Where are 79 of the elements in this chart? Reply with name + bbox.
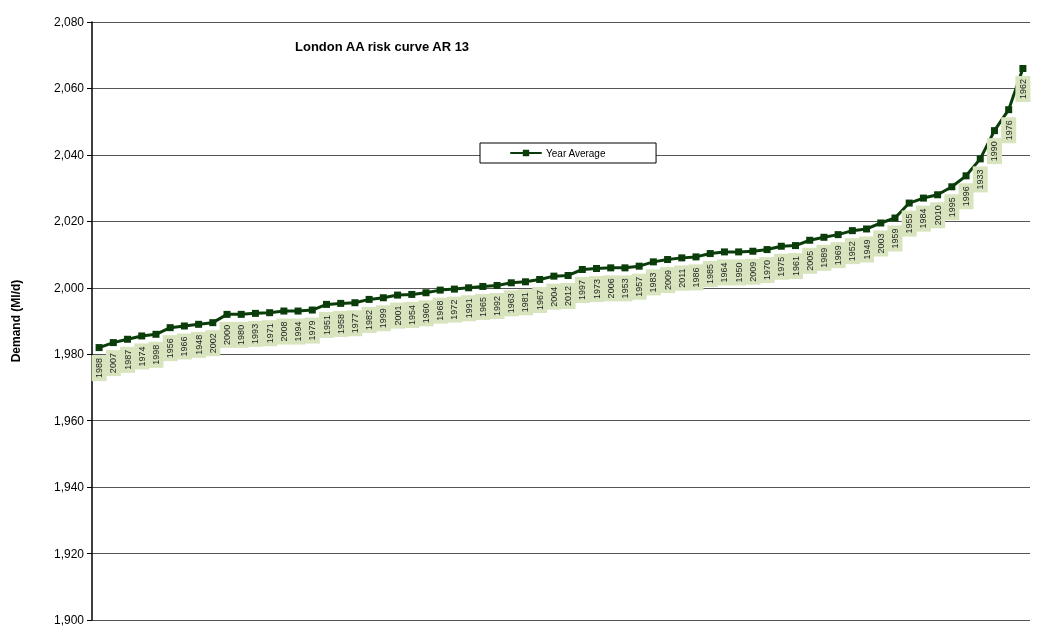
x-tick-label: 1962 (1017, 79, 1028, 100)
x-tick-label: 1982 (364, 309, 375, 330)
x-tick-label: 1948 (193, 334, 204, 355)
x-tick-label: 1949 (861, 239, 872, 260)
x-tick-label: 1972 (449, 299, 460, 320)
x-tick-label: 1983 (648, 272, 659, 293)
x-tick-label: 1968 (435, 300, 446, 321)
x-tick-label: 1981 (520, 292, 531, 313)
x-tick-label: 1997 (577, 280, 588, 301)
x-tick-label: 2011 (676, 268, 687, 288)
x-tick-label: 1979 (307, 320, 318, 341)
x-tick-label: 1967 (534, 289, 545, 310)
y-tick-label: 2,040 (53, 147, 85, 162)
x-tick-label: 1953 (619, 278, 630, 299)
x-tick-label: 2007 (108, 353, 119, 374)
x-tick-label: 2005 (804, 250, 815, 271)
x-tick-label: 1999 (378, 308, 389, 329)
x-tick-label: 1996 (961, 186, 972, 207)
y-axis-title: Demand (Ml/d) (9, 279, 23, 363)
x-tick-label: 1961 (790, 256, 801, 277)
x-tick-label: 1950 (733, 262, 744, 283)
x-tick-label: 1957 (634, 276, 645, 297)
y-tick-label: 2,000 (53, 280, 85, 295)
x-tick-label: 2004 (548, 286, 559, 307)
x-tick-label: 1964 (719, 262, 730, 283)
x-tick-label: 1952 (847, 241, 858, 262)
x-tick-label: 1976 (1003, 120, 1014, 141)
x-tick-label: 1958 (335, 313, 346, 334)
y-tick-label: 1,940 (53, 480, 85, 495)
legend-label: Year Average (546, 147, 606, 159)
x-tick-label: 1984 (918, 208, 929, 229)
x-tick-label: 1987 (122, 349, 133, 370)
x-tick-label: 1995 (946, 197, 957, 218)
x-tick-label: 2003 (875, 233, 886, 254)
x-tick-label: 1966 (179, 336, 190, 357)
x-tick-label: 1956 (165, 338, 176, 359)
x-tick-label: 2010 (932, 205, 943, 226)
y-tick-label: 1,920 (53, 546, 85, 561)
x-tick-label: 1974 (136, 346, 147, 367)
x-tick-label: 1969 (833, 245, 844, 266)
y-tick-label: 1,980 (53, 347, 85, 362)
x-tick-label: 1991 (463, 298, 474, 319)
x-tick-label: 1951 (321, 314, 332, 335)
x-tick-label: 1992 (492, 295, 503, 316)
x-tick-label: 1965 (477, 296, 488, 317)
x-tick-label: 1963 (506, 293, 517, 314)
y-tick-label: 1,960 (53, 413, 85, 428)
x-tick-label: 1988 (94, 358, 105, 379)
x-tick-label: 1975 (776, 256, 787, 277)
x-tick-label: 1993 (250, 323, 261, 344)
y-tick-label: 2,060 (53, 81, 85, 96)
x-tick-label: 2008 (278, 321, 289, 342)
x-tick-label: 1986 (691, 267, 702, 288)
x-tick-label: 1954 (406, 304, 417, 325)
x-tick-label: 1960 (420, 303, 431, 324)
x-tick-label: 2009 (662, 270, 673, 291)
x-tick-label: 1971 (264, 323, 275, 344)
y-tick-label: 2,020 (53, 214, 85, 229)
x-tick-label: 1955 (904, 213, 915, 234)
y-tick-label: 1,900 (53, 613, 85, 627)
x-tick-label: 1933 (975, 169, 986, 190)
x-tick-label: 2012 (563, 285, 574, 307)
x-tick-label: 1985 (705, 264, 716, 285)
x-tick-label: 2002 (207, 333, 218, 354)
x-tick-label: 2006 (605, 278, 616, 299)
x-tick-label: 1959 (889, 228, 900, 249)
x-tick-label: 1970 (762, 260, 773, 281)
x-tick-label: 1990 (989, 141, 1000, 162)
x-tick-label: 1989 (818, 247, 829, 268)
y-tick-label: 2,080 (53, 15, 85, 29)
x-tick-label: 1977 (349, 313, 360, 334)
x-tick-label: 1980 (236, 324, 247, 345)
text: London AA risk curve AR 13 (295, 39, 470, 54)
x-tick-label: 2001 (392, 305, 403, 326)
x-tick-label: 1998 (150, 344, 161, 365)
x-tick-label: 1994 (293, 321, 304, 342)
x-tick-label: 1973 (591, 279, 602, 300)
x-tick-label: 2009 (747, 261, 758, 282)
x-tick-label: 2000 (222, 324, 233, 345)
